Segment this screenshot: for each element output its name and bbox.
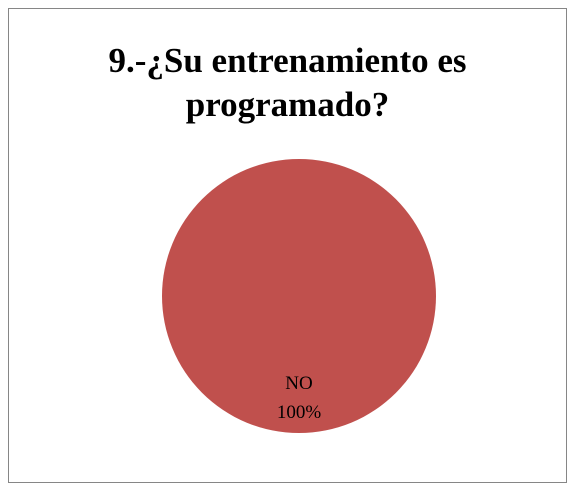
slice-label-percent: 100% bbox=[277, 402, 322, 423]
pie-plot: NO 100% bbox=[162, 159, 436, 433]
chart-area: 9.-¿Su entrenamiento es programado? NO 1… bbox=[8, 8, 567, 483]
chart-title-line-1: 9.-¿Su entrenamiento es bbox=[108, 41, 467, 80]
pie-slices bbox=[162, 159, 436, 433]
chart-title: 9.-¿Su entrenamiento es programado? bbox=[9, 39, 566, 127]
chart-title-line-2: programado? bbox=[185, 85, 390, 124]
pie-slice-no bbox=[162, 159, 436, 433]
slice-label-category: NO bbox=[285, 373, 312, 394]
